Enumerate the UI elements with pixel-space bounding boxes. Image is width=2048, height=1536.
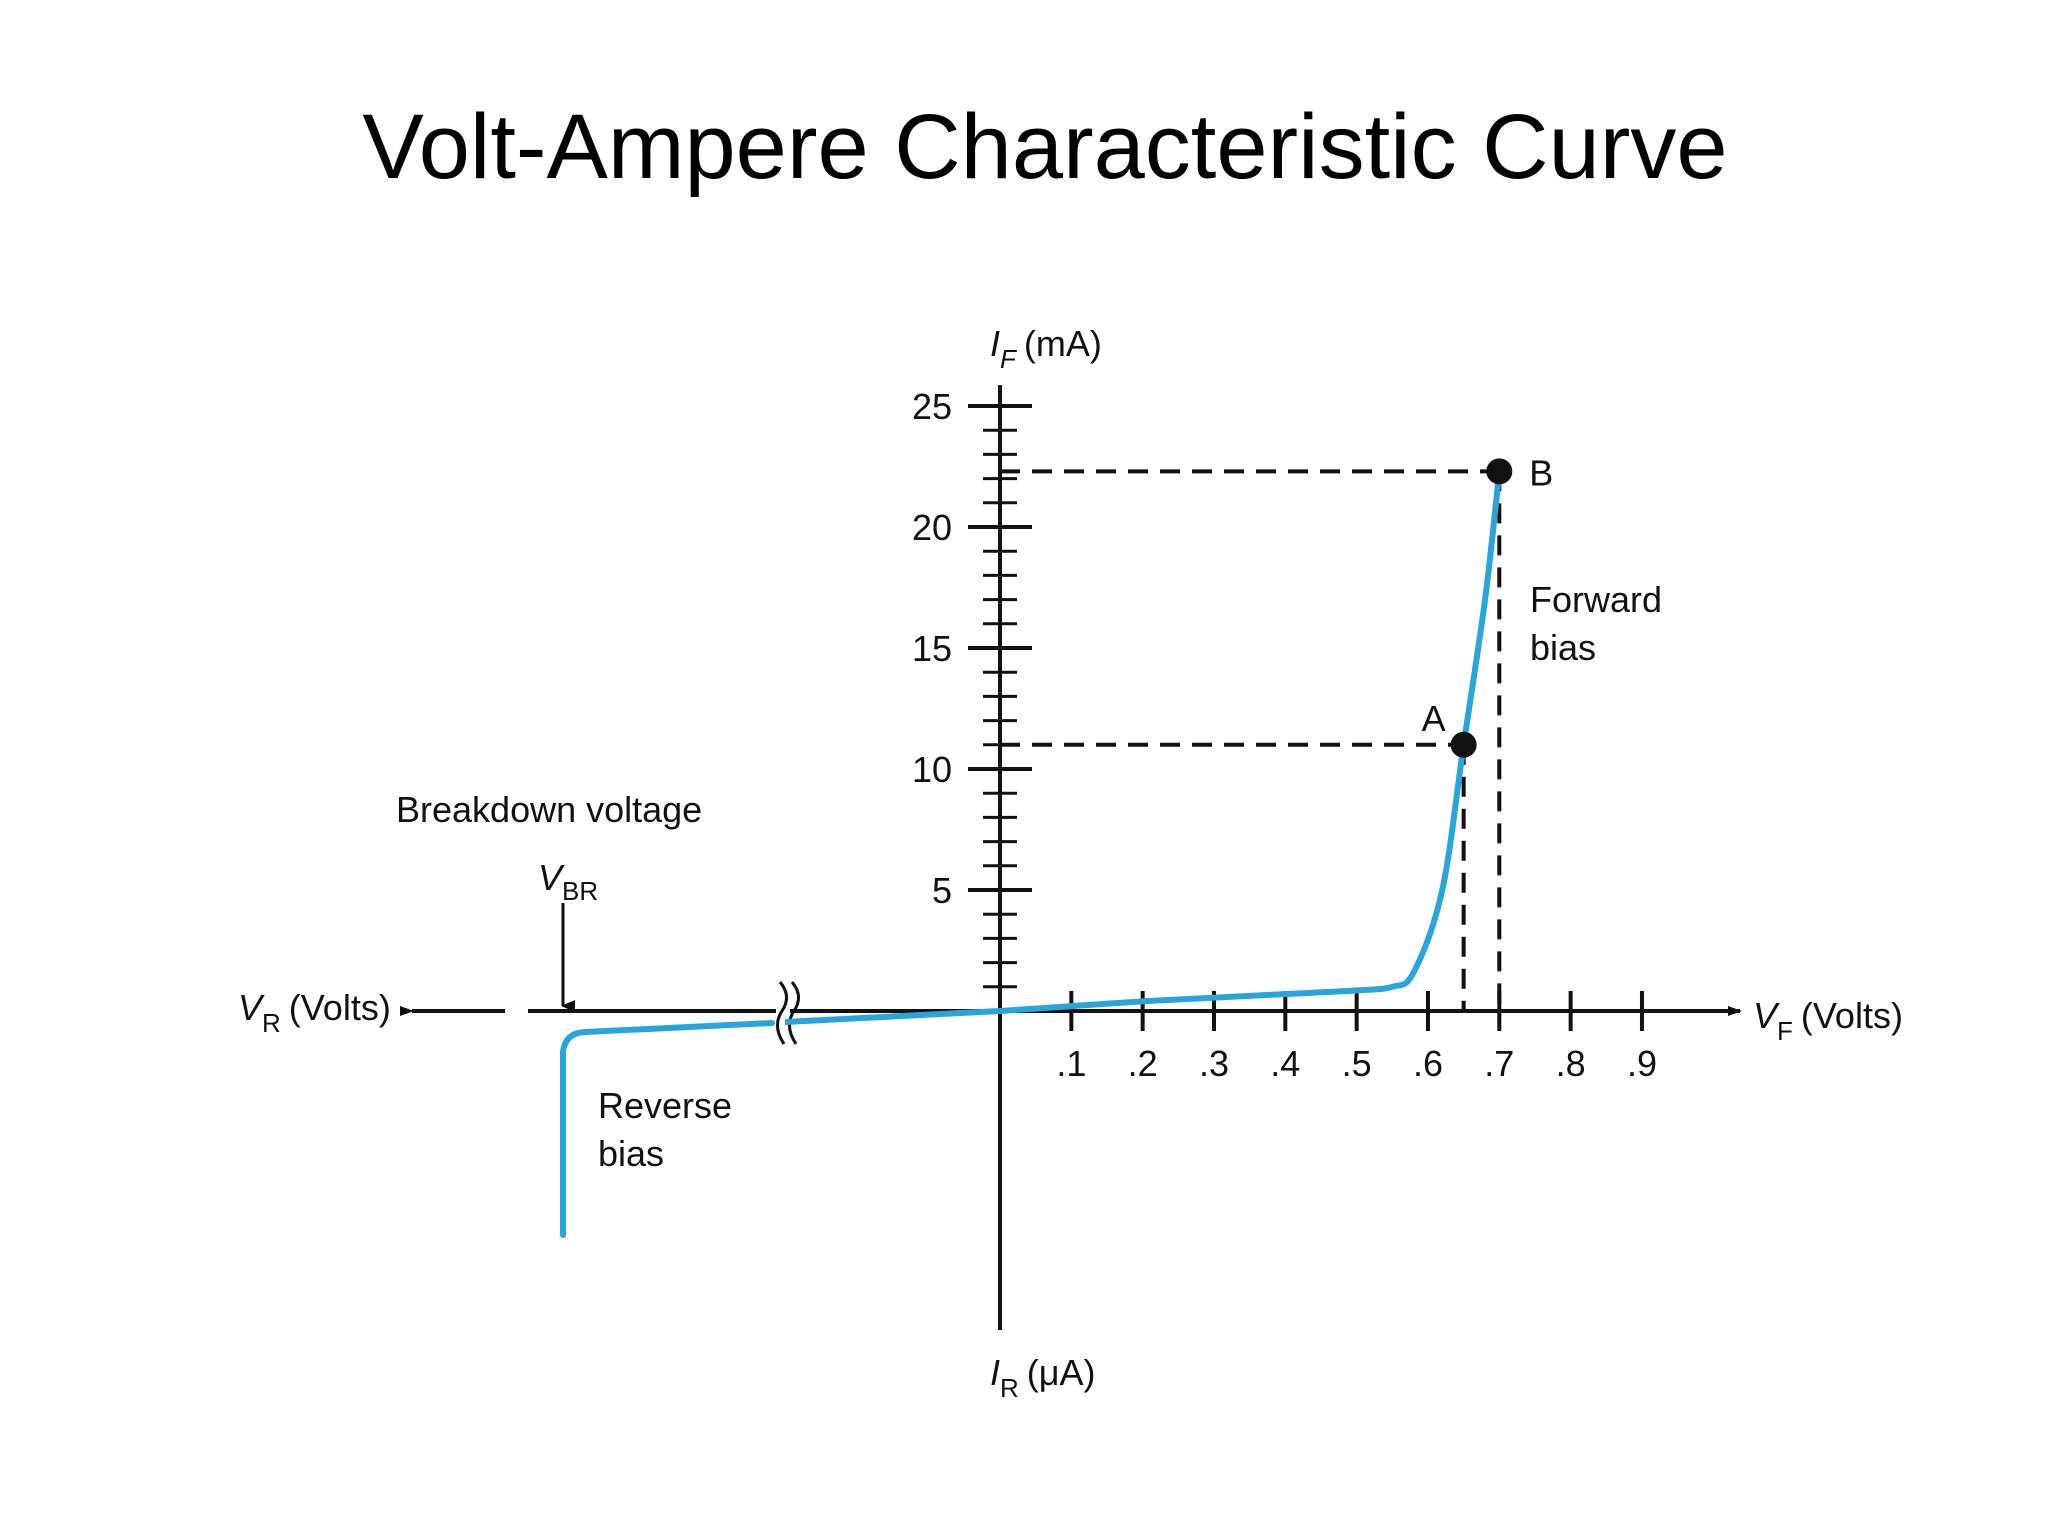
y-tick-label: 20 — [912, 507, 952, 548]
axis-break-mark-left — [776, 981, 788, 1045]
x-tick-label: .3 — [1199, 1043, 1229, 1084]
x-tick-label: .5 — [1342, 1043, 1372, 1084]
axis-break-mark-right — [788, 981, 800, 1045]
y-tick-label: 5 — [932, 870, 952, 911]
x-axis-reverse-label: VR (Volts) — [238, 987, 391, 1038]
axes — [400, 385, 1742, 1330]
x-tick-label: .8 — [1556, 1043, 1586, 1084]
reverse-bias-label-line1: Reverse — [598, 1085, 732, 1126]
ticks: 5 10 15 20 25 .1 .2 .3 .4 .5 .6 .7 .8 .9 — [912, 386, 1657, 1084]
page-title: Volt-Ampere Characteristic Curve — [362, 96, 1728, 198]
reverse-curve-near — [784, 1008, 1001, 1025]
reverse-breakdown-curve — [560, 1020, 775, 1238]
forward-bias-label-line1: Forward — [1530, 579, 1662, 620]
guide-lines — [1000, 469, 1502, 1011]
y-tick-label: 25 — [912, 386, 952, 427]
x-tick-label: .7 — [1484, 1043, 1514, 1084]
forward-bias-curve — [997, 468, 1503, 1014]
y-tick-label: 15 — [912, 628, 952, 669]
forward-bias-label-line2: bias — [1530, 627, 1596, 668]
x-tick-label: .2 — [1128, 1043, 1158, 1084]
x-tick-label: .9 — [1627, 1043, 1657, 1084]
x-tick-label: .1 — [1056, 1043, 1086, 1084]
x-tick-label: .6 — [1413, 1043, 1443, 1084]
point-B-label: B — [1529, 452, 1553, 493]
point-B-marker — [1486, 458, 1513, 485]
x-axis-forward-label: VF (Volts) — [1753, 995, 1903, 1046]
x-tick-label: .4 — [1270, 1043, 1300, 1084]
y-axis-reverse-label: IR (μA) — [990, 1352, 1096, 1403]
curves — [560, 468, 1503, 1238]
point-A-marker — [1450, 731, 1477, 758]
point-markers: AB — [1422, 452, 1553, 758]
vbr-label: VBR — [538, 857, 598, 906]
breakdown-voltage-label: Breakdown voltage — [396, 789, 702, 830]
point-A-label: A — [1422, 698, 1446, 739]
reverse-bias-label-line2: bias — [598, 1133, 664, 1174]
y-axis-forward-label: IF (mA) — [990, 323, 1102, 374]
y-tick-label: 10 — [912, 749, 952, 790]
